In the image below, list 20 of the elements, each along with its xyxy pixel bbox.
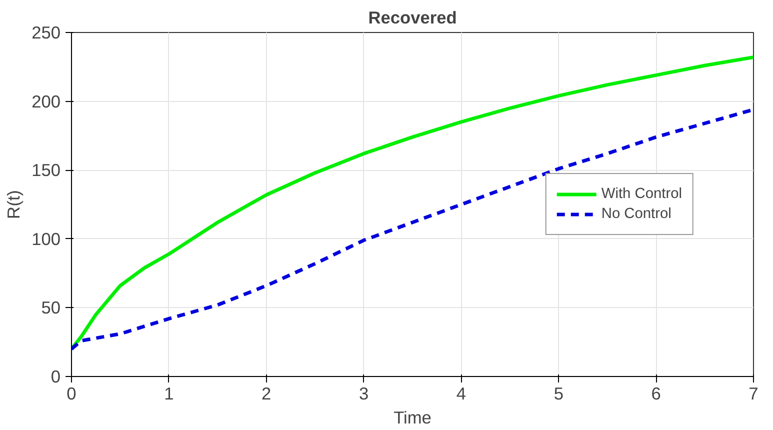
x-tick-label: 0 [66, 384, 76, 404]
y-tick-label: 150 [32, 160, 61, 180]
y-axis-title: R(t) [4, 190, 24, 219]
x-tick-label: 1 [164, 384, 174, 404]
legend-label: With Control [601, 186, 682, 202]
x-tick-label: 4 [456, 384, 466, 404]
y-tick-label: 100 [32, 228, 61, 249]
legend-label: No Control [601, 206, 672, 222]
x-tick-label: 3 [358, 384, 369, 404]
x-tick-label: 6 [651, 384, 661, 404]
y-tick-label: 50 [41, 298, 61, 318]
y-tick-label: 0 [50, 366, 61, 386]
chart-title: Recovered [368, 8, 457, 28]
y-tick-label: 250 [32, 22, 61, 42]
x-tick-label: 5 [554, 384, 564, 404]
x-axis-title: Time [394, 408, 432, 428]
x-tick-label: 7 [748, 384, 758, 404]
y-tick-label: 200 [32, 91, 61, 112]
x-tick-label: 2 [262, 384, 272, 404]
line-series [72, 108, 754, 351]
